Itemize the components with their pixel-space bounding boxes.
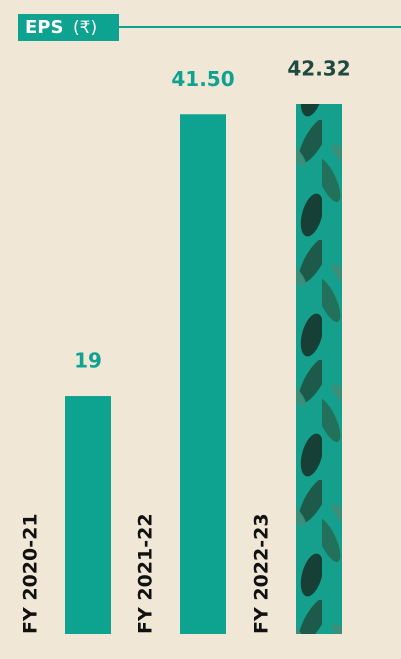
category-label: FY 2020-21 (20, 513, 42, 634)
category-label: FY 2021-22 (135, 513, 157, 634)
bar (180, 114, 226, 634)
chart-unit: (₹) (73, 18, 97, 38)
chart-title: EPS (25, 17, 63, 38)
title-box (18, 14, 119, 41)
value-label: 19 (74, 349, 102, 373)
category-label: FY 2022-23 (251, 513, 273, 634)
value-label: 41.50 (171, 67, 234, 91)
bar (65, 396, 111, 634)
bar (296, 104, 342, 634)
value-label: 42.32 (287, 57, 350, 81)
